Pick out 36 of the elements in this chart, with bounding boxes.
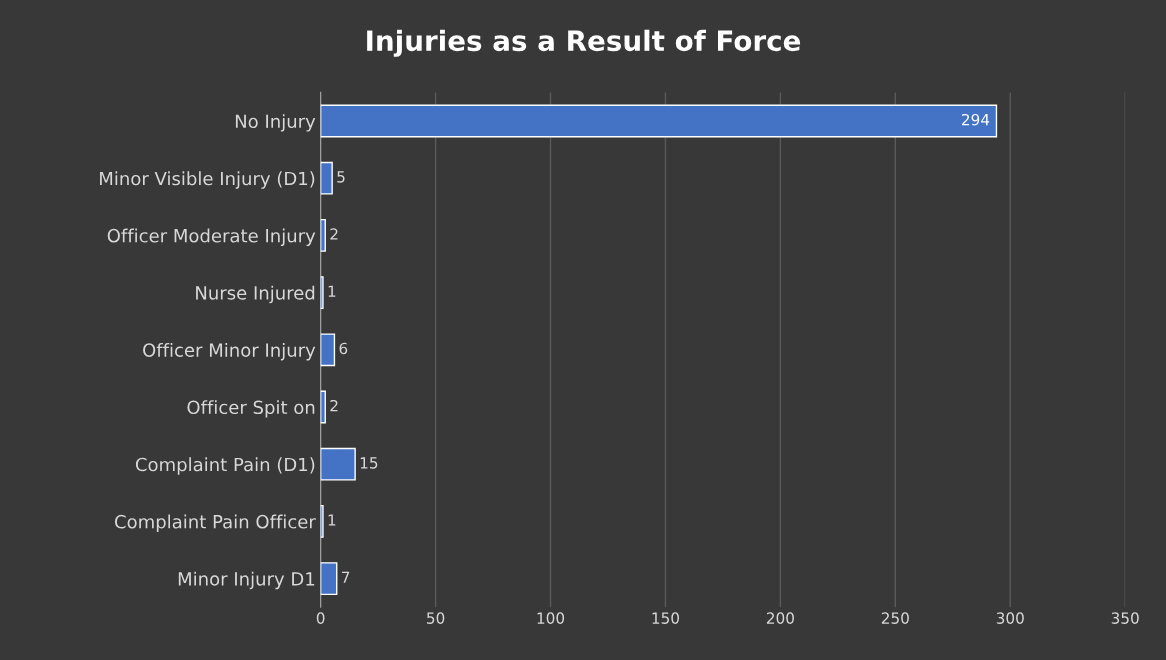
bar: [320, 161, 333, 195]
y-tick-label: Nurse Injured: [196, 285, 315, 304]
bar: [320, 390, 326, 424]
bar: [320, 104, 998, 138]
y-tick-label: No Injury: [235, 114, 316, 132]
y-tick-label: Minor Injury D1: [178, 571, 315, 590]
data-label: 2: [330, 399, 338, 412]
data-label: 7: [342, 571, 350, 583]
x-tick-label: 250: [881, 612, 909, 624]
data-label: 294: [961, 113, 990, 126]
bar: [320, 504, 324, 538]
y-tick-label: Officer Spit on: [187, 400, 315, 418]
x-tick-label: 300: [996, 612, 1024, 624]
x-tick-label: 200: [766, 612, 794, 624]
data-label: 6: [339, 342, 348, 355]
bar: [320, 333, 336, 367]
x-tick-label: 350: [1111, 612, 1139, 624]
data-label: 1: [328, 514, 336, 526]
data-label: 1: [328, 285, 336, 297]
data-label: 15: [360, 457, 378, 469]
y-tick-label: Minor Visible Injury (D1): [100, 171, 315, 189]
y-tick-label: Officer Minor Injury: [143, 342, 316, 361]
data-label: 2: [330, 228, 338, 240]
x-tick-label: 100: [537, 612, 565, 624]
bar: [320, 447, 356, 481]
x-tick-label: 0: [316, 612, 325, 624]
bar: [320, 218, 326, 252]
x-tick-label: 150: [652, 612, 680, 624]
y-tick-label: Officer Moderate Injury: [107, 228, 316, 247]
bar: [320, 562, 338, 596]
data-label: 5: [337, 171, 345, 183]
bar: [320, 276, 324, 310]
x-tick-label: 50: [427, 612, 445, 624]
y-tick-label: Complaint Pain Officer: [115, 514, 316, 533]
chart-title: Injuries as a Result of Force: [367, 29, 801, 57]
y-tick-label: Complaint Pain (D1): [135, 457, 315, 475]
